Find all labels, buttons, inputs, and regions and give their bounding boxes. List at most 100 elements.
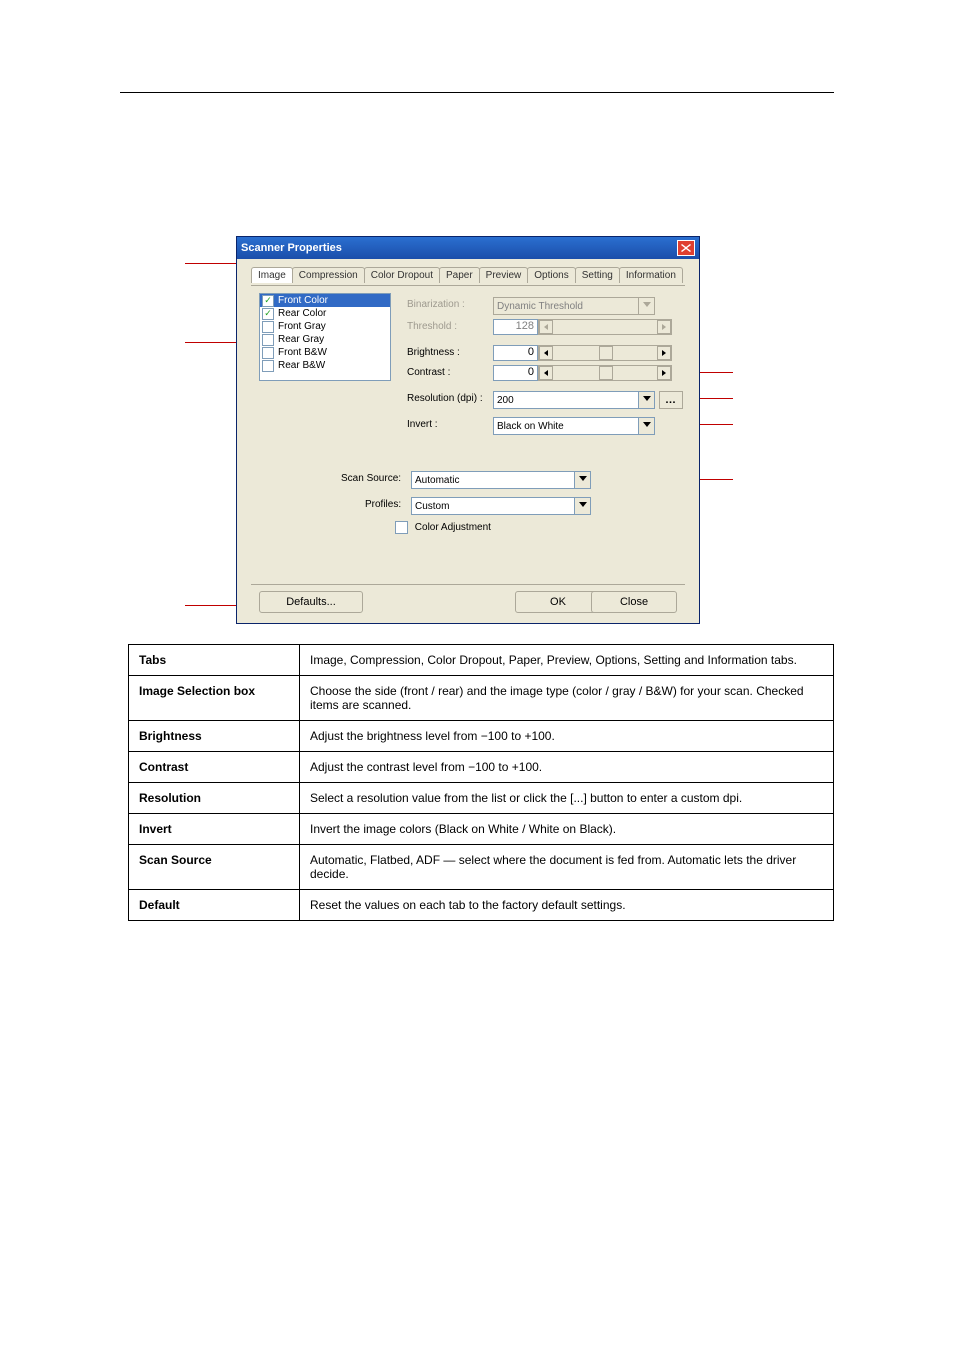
arrow-left-icon: [539, 320, 553, 334]
table-row: Image Selection boxChoose the side (fron…: [129, 676, 834, 721]
dialog-separator: [251, 584, 685, 585]
arrow-right-icon[interactable]: [657, 346, 671, 360]
brightness-slider[interactable]: [538, 345, 672, 361]
tab-options[interactable]: Options: [527, 267, 575, 283]
close-icon[interactable]: [677, 240, 695, 256]
profiles-value: Custom: [412, 501, 574, 512]
table-row: BrightnessAdjust the brightness level fr…: [129, 721, 834, 752]
scan-source-combo[interactable]: Automatic: [411, 471, 591, 489]
chevron-down-icon[interactable]: [574, 498, 590, 514]
close-label: Close: [620, 596, 648, 608]
chevron-down-icon: [638, 298, 654, 314]
annotation-line: [185, 342, 238, 343]
slider-thumb[interactable]: [599, 346, 613, 360]
table-row: Scan SourceAutomatic, Flatbed, ADF — sel…: [129, 845, 834, 890]
threshold-label: Threshold :: [407, 321, 457, 332]
tab-paper[interactable]: Paper: [439, 267, 480, 283]
binarization-label: Binarization :: [407, 299, 465, 310]
contrast-slider[interactable]: [538, 365, 672, 381]
ok-button[interactable]: OK: [515, 591, 601, 613]
profiles-combo[interactable]: Custom: [411, 497, 591, 515]
annotation-line: [185, 263, 238, 264]
chevron-down-icon[interactable]: [574, 472, 590, 488]
table-cell-label: Default: [129, 890, 300, 921]
threshold-slider: [538, 319, 672, 335]
contrast-value: 0: [493, 365, 538, 381]
binarization-combo: Dynamic Threshold: [493, 297, 655, 315]
table-row: ResolutionSelect a resolution value from…: [129, 783, 834, 814]
image-select-label: Rear Color: [278, 308, 326, 319]
image-select-label: Rear Gray: [278, 334, 324, 345]
table-cell-desc: Invert the image colors (Black on White …: [300, 814, 834, 845]
page-header-rule: [120, 92, 834, 93]
image-select-front-gray[interactable]: Front Gray: [260, 320, 390, 333]
resolution-label: Resolution (dpi) :: [407, 393, 483, 404]
image-select-label: Rear B&W: [278, 360, 325, 371]
checkbox-icon[interactable]: [262, 334, 274, 346]
arrow-left-icon[interactable]: [539, 346, 553, 360]
tab-compression[interactable]: Compression: [292, 267, 365, 283]
binarization-value: Dynamic Threshold: [494, 301, 638, 312]
chevron-down-icon[interactable]: [638, 392, 654, 408]
image-selection-box[interactable]: ✓ Front Color ✓ Rear ColorFront GrayRear Gr…: [259, 293, 391, 381]
contrast-label: Contrast :: [407, 367, 450, 378]
table-cell-desc: Reset the values on each tab to the fact…: [300, 890, 834, 921]
checkbox-icon[interactable]: [395, 521, 408, 534]
tab-preview[interactable]: Preview: [479, 267, 529, 283]
close-button[interactable]: Close: [591, 591, 677, 613]
table-cell-desc: Adjust the brightness level from −100 to…: [300, 721, 834, 752]
slider-thumb[interactable]: [599, 366, 613, 380]
table-cell-label: Scan Source: [129, 845, 300, 890]
tab-setting[interactable]: Setting: [575, 267, 620, 283]
tab-image[interactable]: Image: [251, 267, 293, 283]
checkbox-icon[interactable]: ✓: [262, 308, 274, 320]
ok-label: OK: [550, 596, 566, 608]
image-select-rear-color[interactable]: ✓ Rear Color: [260, 307, 390, 320]
profiles-label: Profiles:: [365, 499, 401, 510]
table-row: InvertInvert the image colors (Black on …: [129, 814, 834, 845]
defaults-label: Defaults...: [286, 596, 336, 608]
table-cell-label: Brightness: [129, 721, 300, 752]
checkbox-icon[interactable]: [262, 321, 274, 333]
image-select-label: Front Color: [278, 295, 328, 306]
resolution-value: 200: [494, 395, 638, 406]
arrow-left-icon[interactable]: [539, 366, 553, 380]
table-cell-desc: Image, Compression, Color Dropout, Paper…: [300, 645, 834, 676]
checkbox-icon[interactable]: [262, 347, 274, 359]
checkbox-icon[interactable]: ✓: [262, 295, 274, 307]
titlebar: Scanner Properties: [237, 237, 699, 259]
color-adjustment-checkbox[interactable]: Color Adjustment: [395, 521, 491, 534]
image-select-front-color[interactable]: ✓ Front Color: [260, 294, 390, 307]
arrow-right-icon[interactable]: [657, 366, 671, 380]
image-select-rear-gray[interactable]: Rear Gray: [260, 333, 390, 346]
tab-underline: [251, 285, 685, 286]
image-select-label: Front B&W: [278, 347, 327, 358]
resolution-custom-button[interactable]: …: [659, 391, 683, 409]
table-cell-desc: Automatic, Flatbed, ADF — select where t…: [300, 845, 834, 890]
table-row: ContrastAdjust the contrast level from −…: [129, 752, 834, 783]
tab-color-dropout[interactable]: Color Dropout: [364, 267, 440, 283]
checkbox-icon[interactable]: [262, 360, 274, 372]
brightness-label: Brightness :: [407, 347, 460, 358]
table-cell-desc: Choose the side (front / rear) and the i…: [300, 676, 834, 721]
scan-source-value: Automatic: [412, 475, 574, 486]
scan-source-label: Scan Source:: [341, 473, 401, 484]
table-cell-desc: Adjust the contrast level from −100 to +…: [300, 752, 834, 783]
invert-value: Black on White: [494, 421, 638, 432]
tab-information[interactable]: Information: [619, 267, 683, 283]
table-cell-label: Resolution: [129, 783, 300, 814]
chevron-down-icon[interactable]: [638, 418, 654, 434]
resolution-combo[interactable]: 200: [493, 391, 655, 409]
image-select-rear-b-w[interactable]: Rear B&W: [260, 359, 390, 372]
defaults-button[interactable]: Defaults...: [259, 591, 363, 613]
image-select-front-b-w[interactable]: Front B&W: [260, 346, 390, 359]
tab-strip: ImageCompressionColor DropoutPaperPrevie…: [251, 267, 682, 283]
table-cell-label: Tabs: [129, 645, 300, 676]
table-cell-label: Image Selection box: [129, 676, 300, 721]
invert-combo[interactable]: Black on White: [493, 417, 655, 435]
arrow-right-icon: [657, 320, 671, 334]
color-adjustment-label: Color Adjustment: [415, 522, 491, 533]
description-table: TabsImage, Compression, Color Dropout, P…: [128, 644, 834, 921]
table-cell-label: Contrast: [129, 752, 300, 783]
threshold-value: 128: [493, 319, 538, 335]
